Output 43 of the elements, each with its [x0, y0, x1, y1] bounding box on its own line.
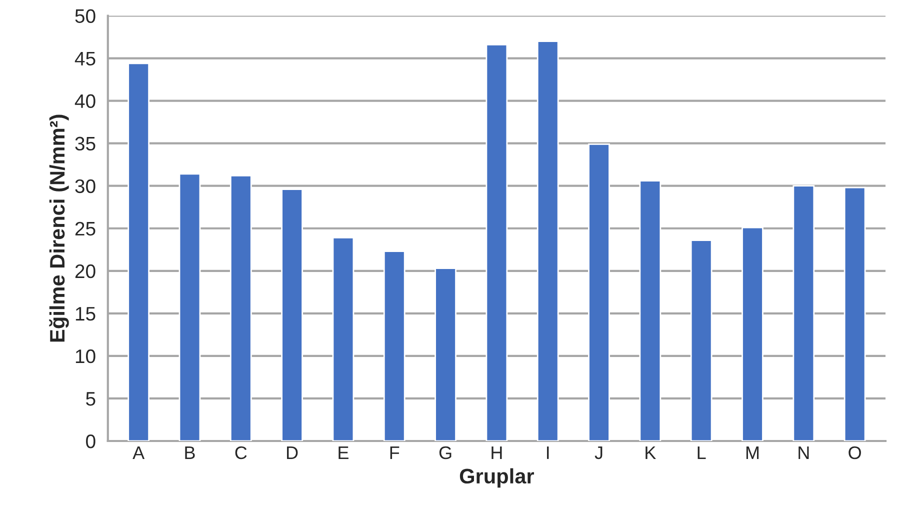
x-tick-label: A [132, 446, 145, 459]
x-tick-label: G [439, 446, 452, 460]
bar [588, 143, 610, 441]
x-tick-label: I [547, 446, 549, 459]
x-tick-label: D [287, 446, 298, 459]
x-tick-label: M [746, 446, 759, 459]
y-axis-title: Eğilme Direnci (N/mm²) [49, 114, 69, 342]
y-tick-label: 50 [75, 9, 96, 23]
x-tick-label: O [848, 446, 861, 460]
bar [742, 226, 764, 441]
bar [639, 180, 662, 441]
bar [383, 250, 406, 441]
bar [281, 188, 303, 441]
y-tick-label: 45 [74, 52, 96, 66]
bar [536, 40, 559, 441]
y-tick-label: 5 [86, 392, 96, 406]
x-tick-label: F [390, 446, 400, 459]
y-tick-label: 15 [76, 307, 96, 321]
x-tick-label: N [798, 446, 809, 459]
y-tick-label: 20 [75, 264, 96, 278]
bar [178, 173, 201, 441]
x-tick-label: L [698, 446, 706, 459]
y-tick-label: 25 [75, 222, 96, 236]
x-tick-label: K [646, 446, 656, 459]
bar [690, 240, 712, 441]
bar [434, 268, 456, 441]
x-tick-label: E [338, 446, 348, 459]
x-tick-label: J [594, 446, 602, 460]
bar [844, 186, 866, 441]
y-tick-label: 35 [75, 136, 96, 151]
bar [332, 237, 354, 441]
x-tick-label: B [185, 446, 195, 459]
bar [792, 185, 815, 441]
bar [486, 44, 508, 441]
y-tick-label: 30 [75, 179, 96, 194]
y-tick-label: 10 [76, 349, 96, 364]
x-axis-title: Gruplar [460, 468, 534, 488]
x-tick-label: H [492, 446, 502, 459]
bar [128, 62, 150, 441]
y-tick-label: 0 [86, 434, 96, 448]
bar [230, 174, 252, 441]
y-tick-label: 40 [74, 94, 96, 108]
x-tick-label: C [235, 446, 247, 460]
